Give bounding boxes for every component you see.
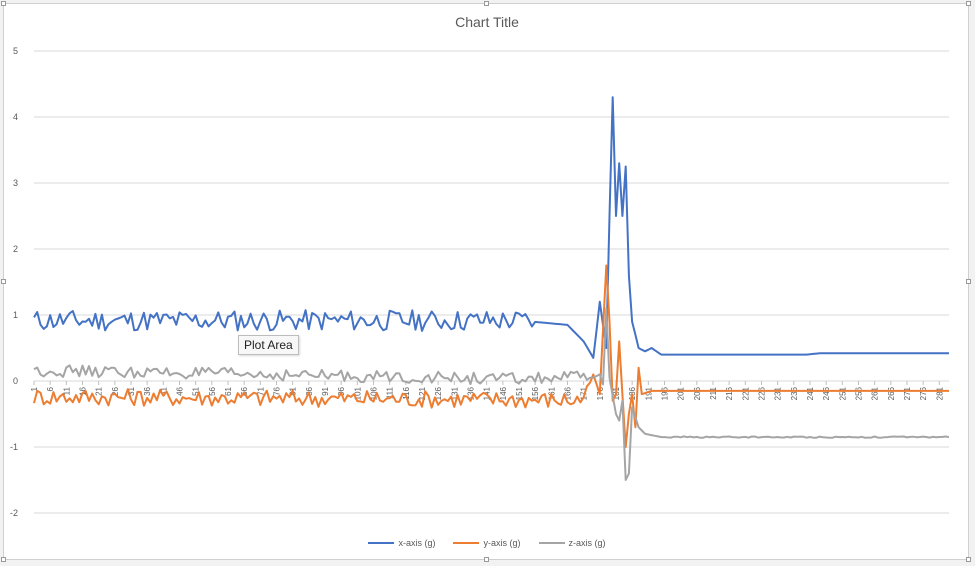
x-tick-label: 1 xyxy=(30,386,39,391)
x-tick-label: 11 xyxy=(62,386,71,395)
y-tick-label: -2 xyxy=(10,508,18,518)
resize-handle-top-right[interactable] xyxy=(966,1,971,6)
y-tick-label: 5 xyxy=(13,46,18,56)
chart-title[interactable]: Chart Title xyxy=(455,14,519,30)
plot-area-tooltip: Plot Area xyxy=(238,335,299,355)
x-tick-label: 276 xyxy=(919,386,928,400)
x-tick-label: 86 xyxy=(305,386,314,395)
x-tick-label: 216 xyxy=(725,386,734,400)
x-tick-label: 146 xyxy=(499,386,508,400)
x-tick-label: 51 xyxy=(192,386,201,395)
x-tick-label: 231 xyxy=(774,386,783,400)
x-tick-label: 156 xyxy=(531,386,540,400)
legend-label-x: x-axis (g) xyxy=(398,538,436,548)
x-tick-label: 191 xyxy=(644,386,653,400)
x-tick-label: 236 xyxy=(790,386,799,400)
resize-handle-left[interactable] xyxy=(1,279,6,284)
x-tick-label: 166 xyxy=(563,386,572,400)
y-tick-label: 2 xyxy=(13,244,18,254)
x-tick-label: 91 xyxy=(321,386,330,395)
series-line-y xyxy=(33,264,949,448)
x-tick-label: 41 xyxy=(159,386,168,395)
legend-item-x[interactable]: x-axis (g) xyxy=(368,538,435,548)
x-tick-label: 66 xyxy=(240,386,249,395)
x-tick-label: 281 xyxy=(935,386,944,400)
x-tick-label: 226 xyxy=(757,386,766,400)
resize-handle-bottom-left[interactable] xyxy=(1,557,6,562)
x-tick-label: 101 xyxy=(353,386,362,400)
y-tick-label: -1 xyxy=(10,442,18,452)
legend-item-y[interactable]: y-axis (g) xyxy=(453,538,521,548)
legend-swatch-z xyxy=(538,542,565,544)
resize-handle-top-left[interactable] xyxy=(1,1,6,6)
x-tick-label: 121 xyxy=(418,386,427,400)
x-tick-label: 76 xyxy=(272,386,281,395)
x-tick-label: 61 xyxy=(224,386,233,395)
x-tick-label: 246 xyxy=(822,386,831,400)
x-tick-label: 266 xyxy=(887,386,896,400)
x-tick-label: 221 xyxy=(741,386,750,400)
x-tick-label: 196 xyxy=(660,386,669,400)
resize-handle-top[interactable] xyxy=(484,1,489,6)
x-tick-label: 116 xyxy=(402,386,411,399)
x-tick-label: 46 xyxy=(175,386,184,395)
x-tick-label: 151 xyxy=(515,386,524,400)
x-tick-label: 126 xyxy=(434,386,443,400)
legend-item-z[interactable]: z-axis (g) xyxy=(538,538,606,548)
resize-handle-bottom[interactable] xyxy=(484,557,489,562)
y-tick-label: 4 xyxy=(13,112,18,122)
x-tick-label: 56 xyxy=(208,386,217,395)
x-tick-label: 256 xyxy=(854,386,863,400)
x-tick-label: 131 xyxy=(450,386,459,400)
resize-handle-bottom-right[interactable] xyxy=(966,557,971,562)
x-tick-label: 71 xyxy=(256,386,265,395)
x-tick-label: 36 xyxy=(143,386,152,395)
x-tick-label: 106 xyxy=(369,386,378,400)
x-tick-label: 96 xyxy=(337,386,346,395)
legend-swatch-y xyxy=(453,542,480,544)
x-tick-label: 31 xyxy=(127,386,136,395)
x-tick-label: 211 xyxy=(709,386,718,399)
x-tick-label: 251 xyxy=(838,386,847,400)
x-tick-label: 201 xyxy=(677,386,686,400)
y-tick-label: 1 xyxy=(13,310,18,320)
x-tick-label: 136 xyxy=(466,386,475,400)
x-tick-label: 241 xyxy=(806,386,815,400)
resize-handle-right[interactable] xyxy=(966,279,971,284)
series-line-z xyxy=(33,307,950,481)
x-tick-label: 16 xyxy=(78,386,87,395)
x-tick-label: 206 xyxy=(693,386,702,400)
legend[interactable]: x-axis (g) y-axis (g) z-axis (g) xyxy=(4,538,970,548)
x-tick-label: 261 xyxy=(871,386,880,400)
x-tick-label: 21 xyxy=(95,386,104,395)
y-tick-label: 0 xyxy=(13,376,18,386)
y-tick-label: 3 xyxy=(13,178,18,188)
x-tick-label: 271 xyxy=(903,386,912,400)
x-tick-label: 6 xyxy=(46,386,55,391)
x-tick-label: 26 xyxy=(111,386,120,395)
x-tick-label: 111 xyxy=(386,386,395,399)
legend-label-y: y-axis (g) xyxy=(483,538,521,548)
legend-label-z: z-axis (g) xyxy=(568,538,606,548)
legend-swatch-x xyxy=(368,542,395,544)
x-tick-label: 141 xyxy=(483,386,492,400)
series-line-x xyxy=(33,96,949,359)
